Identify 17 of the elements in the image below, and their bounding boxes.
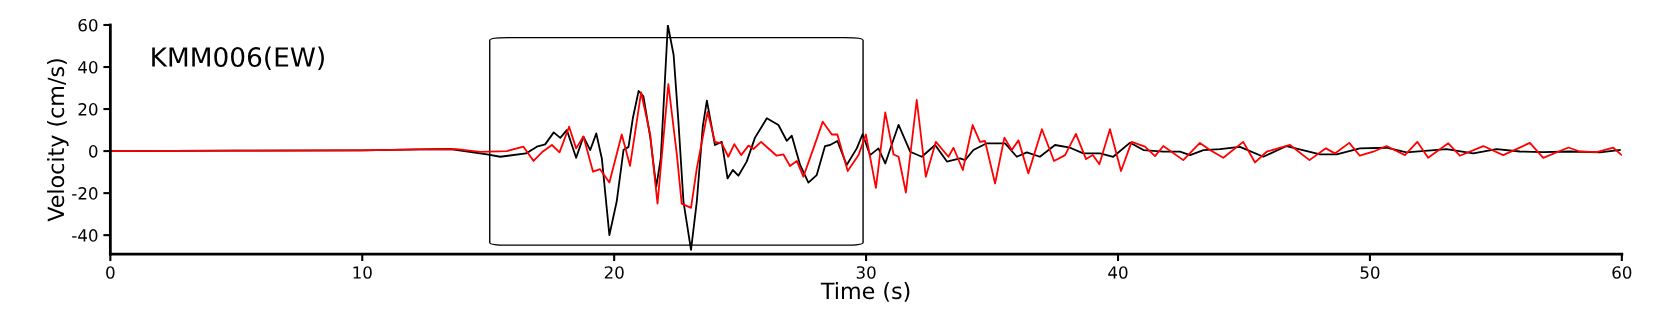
y-axis-title: Velocity (cm/s) bbox=[47, 59, 69, 222]
y-tick-label: -20 bbox=[72, 187, 98, 200]
x-tick-label: 20 bbox=[604, 266, 624, 279]
x-axis-title: Time (s) bbox=[820, 282, 910, 302]
x-tick-label: 60 bbox=[1612, 266, 1632, 279]
y-tick-label: -40 bbox=[72, 229, 98, 242]
y-tick-label: 0 bbox=[89, 145, 98, 158]
text: KMM006(EW) bbox=[152, 46, 324, 71]
y-tick-label: 40 bbox=[78, 60, 98, 74]
x-tick-label: 30 bbox=[856, 266, 876, 279]
y-tick-label: 60 bbox=[78, 18, 98, 32]
x-tick-label: 40 bbox=[1108, 266, 1128, 279]
x-tick-label: 0 bbox=[106, 266, 115, 279]
x-tick-label: 10 bbox=[353, 266, 372, 279]
y-tick-label: 20 bbox=[78, 103, 98, 116]
line-series bbox=[110, 83, 1622, 209]
x-tick-label: 50 bbox=[1360, 266, 1380, 279]
